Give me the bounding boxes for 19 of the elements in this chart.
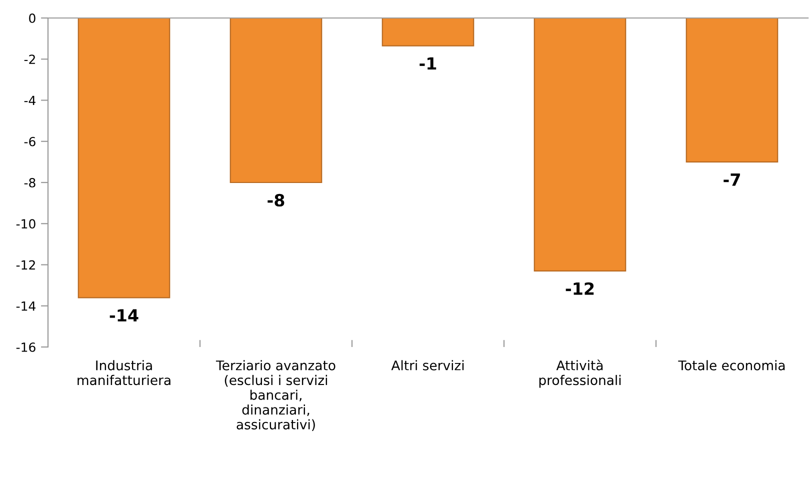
- y-tick-label: -16: [16, 342, 36, 352]
- data-label: -14: [110, 309, 138, 322]
- y-tick-label: -6: [24, 136, 36, 146]
- x-tick-label: Totale economia: [678, 360, 785, 370]
- x-tick-label: Terziario avanzato (esclusi i servizi bancari, dinanziari, assicurativi): [216, 360, 336, 432]
- x-tick-label: Attività professionali: [539, 360, 621, 388]
- y-tick-label: -12: [16, 260, 35, 270]
- data-label: -7: [724, 174, 740, 186]
- y-tick-label: -10: [16, 219, 36, 229]
- y-tick-label: -2: [24, 54, 35, 64]
- x-tick-label: Altri servizi: [391, 360, 464, 370]
- data-label: -1: [420, 57, 436, 70]
- data-label: -8: [268, 194, 284, 207]
- y-tick-label: 0: [29, 13, 36, 23]
- data-label: -12: [566, 282, 594, 295]
- y-tick-label: -8: [24, 178, 36, 188]
- x-tick-label: Industria manifatturiera: [78, 360, 170, 386]
- y-tick-label: -4: [24, 96, 36, 105]
- y-tick-label: -14: [16, 302, 36, 311]
